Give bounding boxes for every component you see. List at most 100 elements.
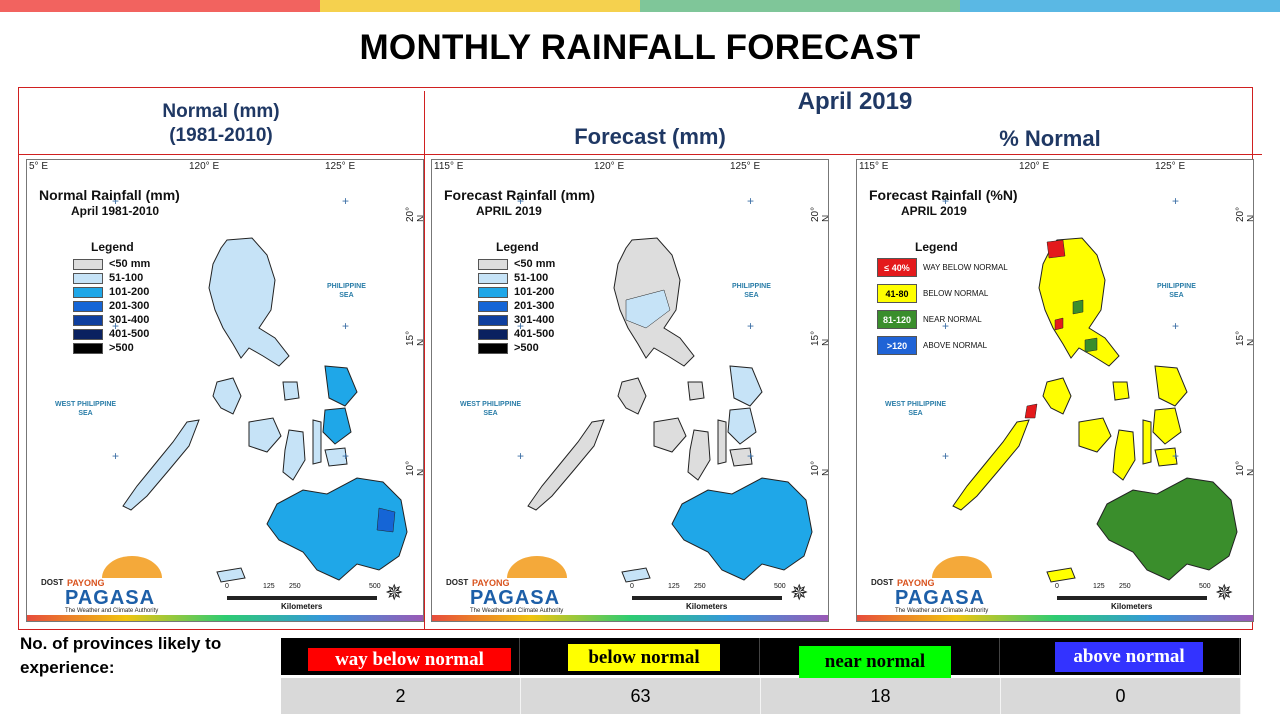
map-subtitle: April 1981-2010 xyxy=(71,204,160,218)
legend-label: BELOW NORMAL xyxy=(923,289,989,298)
sea-label-west-philippine: WEST PHILIPPINE SEA xyxy=(460,401,522,417)
legend-swatch xyxy=(478,258,508,270)
column-divider xyxy=(424,91,425,629)
island-leyte xyxy=(322,407,352,445)
anomaly-zone-2 xyxy=(1072,299,1084,315)
grid-cross-5: + xyxy=(1172,449,1179,463)
grid-cross-2: + xyxy=(517,319,524,333)
grid-cross-3: + xyxy=(342,319,349,333)
percent-map-panel: + + + + + +115° E 120° E 125° E 20° N 15° N 10° N F… xyxy=(856,159,1254,622)
scale-unit-label: Kilometers xyxy=(1111,602,1153,611)
anomaly-zone-3 xyxy=(1054,317,1064,331)
grid-cross-3: + xyxy=(1172,319,1179,333)
island-cebu xyxy=(717,419,727,465)
legend-swatch xyxy=(478,342,508,354)
logo-dost-text: DOST xyxy=(446,578,469,587)
category-label: way below normal xyxy=(308,648,511,671)
island-bohol xyxy=(729,447,753,467)
map-subtitle: APRIL 2019 xyxy=(476,204,542,218)
legend-item: 81-120 NEAR NORMAL xyxy=(877,310,982,329)
legend-item: 401-500 xyxy=(478,328,554,340)
latitude-label-15: 15° N xyxy=(405,330,423,346)
forecast-map-panel: + + + + + +115° E 120° E 125° E 20° N 15° N 10° N F… xyxy=(431,159,829,622)
island-mindoro xyxy=(1042,377,1072,415)
island-samar xyxy=(729,365,763,407)
grid-cross-0: + xyxy=(942,194,949,208)
legend-swatch xyxy=(478,314,508,326)
percent-normal-header: % Normal xyxy=(999,126,1101,151)
legend-swatch xyxy=(73,300,103,312)
logo-payong-text: PAYONG xyxy=(472,578,510,588)
pagasa-logo: DOST PAYONG PAGASA The Weather and Climate … xyxy=(37,556,167,614)
pagasa-logo: DOST PAYONG PAGASA The Weather and Climate … xyxy=(867,556,997,614)
island-negros xyxy=(282,429,306,481)
top-bar-segment-yellow xyxy=(320,0,640,12)
logo-pagasa-text: PAGASA xyxy=(895,587,986,609)
header-divider xyxy=(18,154,1262,155)
category-label: below normal xyxy=(568,644,720,671)
grid-cross-3: + xyxy=(747,319,754,333)
map-title: Normal Rainfall (mm) xyxy=(39,187,180,203)
legend-label: 401-500 xyxy=(109,328,150,340)
legend-item: 301-400 xyxy=(478,314,554,326)
latitude-label-10: 10° N xyxy=(1235,460,1253,476)
scale-tick-label: 125 xyxy=(668,583,680,590)
longitude-label-left: 115° E xyxy=(434,161,464,172)
category-value: 0 xyxy=(1001,678,1241,714)
island-panay xyxy=(653,417,687,453)
category-value: 18 xyxy=(761,678,1001,714)
legend-item: >120 ABOVE NORMAL xyxy=(877,336,987,355)
legend-label: 301-400 xyxy=(109,314,150,326)
category-values-row: 2 63 18 0 xyxy=(281,678,1241,714)
umbrella-icon xyxy=(102,556,162,578)
longitude-label-right: 125° E xyxy=(730,161,761,172)
page-title: MONTHLY RAINFALL FORECAST xyxy=(359,28,921,67)
legend-item: 301-400 xyxy=(73,314,149,326)
scale-tick-label: 250 xyxy=(1119,583,1131,590)
category-header-row: way below normal below normal near normal a… xyxy=(281,638,1241,678)
longitude-label-mid: 120° E xyxy=(189,161,220,172)
latitude-label-10: 10° N xyxy=(810,460,828,476)
scale-bar xyxy=(1057,596,1207,600)
logo-pagasa-text: PAGASA xyxy=(65,587,156,609)
legend-item: 101-200 xyxy=(478,286,554,298)
longitude-label-mid: 120° E xyxy=(594,161,625,172)
legend-swatch xyxy=(73,286,103,298)
heavy-rain-zone xyxy=(376,507,396,533)
top-bar-segment-red xyxy=(0,0,320,12)
sea-label-west-philippine: WEST PHILIPPINE SEA xyxy=(885,401,947,417)
scale-tick-label: 125 xyxy=(263,583,275,590)
grid-cross-0: + xyxy=(517,194,524,208)
scale-tick-label: 0 xyxy=(1055,583,1059,590)
legend-swatch: >120 xyxy=(877,336,917,355)
legend-label: <50 mm xyxy=(109,258,151,270)
scale-tick-label: 500 xyxy=(774,583,786,590)
legend-label: ABOVE NORMAL xyxy=(923,341,988,350)
legend-swatch: 41-80 xyxy=(877,284,917,303)
category-cell xyxy=(281,638,520,675)
logo-tagline: The Weather and Climate Authority xyxy=(895,608,989,614)
latitude-label-20: 20° N xyxy=(405,206,423,222)
island-panay xyxy=(248,417,282,453)
longitude-label-left: 115° E xyxy=(859,161,889,172)
rainbow-strip xyxy=(857,615,1253,621)
legend-label: 401-500 xyxy=(514,328,555,340)
island-mindanao xyxy=(1096,477,1238,581)
grid-cross-2: + xyxy=(112,319,119,333)
logo-dost-text: DOST xyxy=(41,578,64,587)
umbrella-icon xyxy=(932,556,992,578)
legend-swatch: 81-120 xyxy=(877,310,917,329)
island-luzon xyxy=(208,237,290,367)
sea-label-philippine: PHILIPPINE SEA xyxy=(1157,283,1196,299)
category-label: above normal xyxy=(1055,642,1203,672)
latitude-label-20: 20° N xyxy=(1235,206,1253,222)
scale-unit-label: Kilometers xyxy=(686,602,728,611)
pagasa-logo: DOST PAYONG PAGASA The Weather and Climate … xyxy=(442,556,572,614)
island-cebu xyxy=(1142,419,1152,465)
top-bar-segment-blue xyxy=(960,0,1280,12)
island-cebu xyxy=(312,419,322,465)
legend-label: 101-200 xyxy=(514,286,555,298)
legend-swatch xyxy=(478,286,508,298)
legend-label: 201-300 xyxy=(514,300,555,312)
island-sulu xyxy=(216,567,246,583)
